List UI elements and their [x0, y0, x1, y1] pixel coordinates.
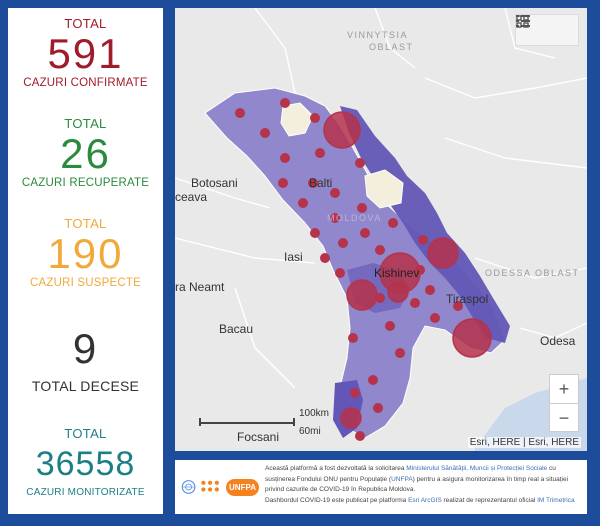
- recovered-label: CAZURI RECUPERATE: [21, 177, 150, 189]
- monitored-total-label: TOTAL: [64, 426, 107, 441]
- confirmed-stat: TOTAL 591 CAZURI CONFIRMATE: [8, 16, 163, 89]
- case-marker[interactable]: [387, 281, 409, 303]
- footer-text-part: Dashbordul COVID-19 este publicat pe pla…: [265, 496, 409, 504]
- focsani-label: Focsani: [237, 430, 280, 444]
- map-attribution[interactable]: Esri, HERE | Esri, HERE: [467, 437, 581, 448]
- scale-bar: 100km 60mi: [199, 404, 329, 438]
- monitored-label: CAZURI MONITORIZATE: [26, 487, 145, 498]
- deaths-label: TOTAL DECESE: [31, 378, 140, 394]
- bacau-label: Bacau: [219, 322, 254, 336]
- deaths-stat: 9 TOTAL DECESE: [8, 325, 163, 395]
- moldova-regions: [204, 87, 506, 439]
- scale-tick: [199, 418, 201, 426]
- confirmed-value: 591: [47, 30, 124, 77]
- partner-logos: UNFPA: [181, 466, 259, 508]
- monitored-value: 36558: [35, 445, 136, 483]
- transnistria-region: [340, 106, 510, 343]
- esri-link[interactable]: Esri ArcGIS: [408, 496, 442, 504]
- case-markers: [323, 111, 492, 429]
- case-marker[interactable]: [340, 407, 362, 429]
- case-marker[interactable]: [452, 318, 492, 358]
- odesa-label: Odesa: [540, 334, 576, 348]
- footer-text-part: Această platformă a fost dezvoltată la s…: [265, 465, 407, 472]
- monitored-stat: TOTAL 36558 CAZURI MONITORIZATE: [8, 426, 163, 498]
- zoom-in-button[interactable]: +: [558, 378, 570, 399]
- deaths-value: 9: [72, 325, 99, 372]
- case-marker[interactable]: [346, 279, 378, 311]
- kishinev-label: Kishinev: [374, 266, 420, 280]
- tiraspol-label: Tiraspol: [446, 292, 489, 306]
- suspected-value: 190: [47, 230, 124, 277]
- vinnytsia-label-line1: VINNYTSIA: [347, 30, 409, 40]
- map-view[interactable]: VINNYTSIA OBLAST ODESSA OBLAST MOLDOVA B…: [175, 8, 587, 451]
- small-case-markers: [235, 98, 463, 441]
- border-lines: [175, 8, 587, 389]
- balti-label: Balti: [309, 176, 333, 190]
- suspected-label: CAZURI SUSPECTE: [30, 277, 141, 289]
- un-emblem-icon: [181, 480, 196, 494]
- footer-description: Această platformă a fost dezvoltată la s…: [265, 464, 583, 506]
- iasi-label: Iasi: [284, 250, 303, 264]
- suspected-total-label: TOTAL: [64, 216, 107, 231]
- unfpa-dots-icon: [201, 480, 220, 492]
- map-canvas[interactable]: [175, 8, 587, 451]
- unfpa-logo: UNFPA: [226, 478, 259, 496]
- scale-line: [199, 422, 295, 424]
- footer-text-part: realizat de reprezentantul oficial: [441, 496, 538, 504]
- district-no-data-east: [364, 169, 404, 209]
- recovered-total-label: TOTAL: [64, 116, 107, 131]
- footer-text-part: cu susținerea Fondului ONU pentru Popula…: [265, 465, 556, 483]
- basemap-gallery-icon[interactable]: [516, 15, 578, 45]
- confirmed-label: CAZURI CONFIRMATE: [23, 77, 148, 89]
- zoom-out-button[interactable]: −: [550, 403, 578, 432]
- recovered-stat: TOTAL 26 CAZURI RECUPERATE: [8, 116, 163, 189]
- stats-panel: TOTAL 591 CAZURI CONFIRMATE TOTAL 26 CAZ…: [8, 8, 163, 514]
- scale-tick: [293, 418, 295, 426]
- scale-mi-label: 60mi: [299, 426, 321, 437]
- footer-text-part: ) pentru a asigura monitorizarea în timp…: [265, 475, 569, 494]
- botosani-label: Botosani: [191, 176, 238, 190]
- ministry-link[interactable]: Ministerului Sănătății, Muncii și Protec…: [406, 465, 548, 472]
- confirmed-total-label: TOTAL: [64, 16, 107, 31]
- recovered-value: 26: [60, 130, 111, 177]
- footer-panel: UNFPA Această platformă a fost dezvoltat…: [175, 460, 587, 514]
- vinnytsia-label-line2: OBLAST: [369, 42, 414, 52]
- case-marker[interactable]: [323, 111, 361, 149]
- map-toolbar: [515, 14, 579, 46]
- odessa-label: ODESSA OBLAST: [485, 268, 580, 278]
- scale-km-label: 100km: [299, 408, 330, 419]
- neamt-label: ra Neamt: [175, 280, 225, 294]
- unfpa-link[interactable]: UNFPA: [391, 475, 413, 483]
- suspected-stat: TOTAL 190 CAZURI SUSPECTE: [8, 216, 163, 289]
- case-marker[interactable]: [427, 237, 459, 269]
- moldova-label: MOLDOVA: [327, 213, 382, 223]
- ceava-label: ceava: [175, 190, 208, 204]
- imt-link[interactable]: IM Trimetrica: [537, 496, 575, 504]
- district-no-data-north: [280, 102, 314, 137]
- zoom-control: + −: [549, 374, 579, 432]
